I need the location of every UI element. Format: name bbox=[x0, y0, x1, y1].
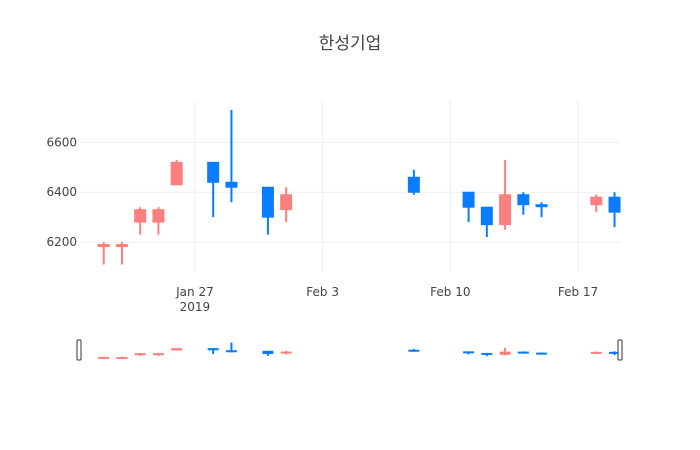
slider-candle-body bbox=[536, 352, 548, 355]
y-tick-label: 6400 bbox=[46, 185, 77, 199]
slider-candle-body bbox=[499, 351, 511, 355]
x-tick-sublabel: 2019 bbox=[180, 300, 211, 314]
slider-candle-body bbox=[225, 350, 237, 353]
candle-body bbox=[134, 209, 147, 223]
slider-candle-body bbox=[517, 351, 529, 354]
slider-candle-body bbox=[262, 350, 274, 354]
range-slider-right-handle[interactable] bbox=[617, 339, 623, 361]
range-slider[interactable] bbox=[76, 339, 623, 361]
candle-body bbox=[480, 206, 493, 226]
y-tick-label: 6600 bbox=[46, 135, 77, 149]
chart-title: 한성기업 bbox=[319, 34, 382, 54]
candle-body bbox=[280, 194, 293, 211]
slider-candle-body bbox=[116, 356, 128, 359]
candle-body bbox=[517, 194, 530, 206]
slider-candle-body bbox=[481, 352, 493, 355]
slider-candle-body bbox=[134, 353, 146, 356]
candle-body bbox=[225, 181, 238, 188]
candle-body bbox=[462, 191, 475, 208]
candle-body bbox=[535, 204, 548, 208]
candle-body bbox=[590, 196, 603, 206]
slider-candle-body bbox=[609, 351, 621, 354]
y-tick-label: 6200 bbox=[46, 235, 77, 249]
slider-candle-body bbox=[590, 351, 602, 354]
candle-body bbox=[170, 161, 183, 186]
candle-body bbox=[499, 194, 512, 226]
candle-body bbox=[207, 161, 220, 183]
x-tick-label: Jan 27 bbox=[175, 285, 214, 299]
y-axis: 6200 6400 6600 bbox=[46, 135, 77, 249]
candle-body bbox=[261, 186, 274, 218]
x-tick-label: Feb 3 bbox=[306, 285, 339, 299]
range-slider-left-handle[interactable] bbox=[76, 339, 82, 361]
x-tick-label: Feb 10 bbox=[430, 285, 470, 299]
candle-body bbox=[407, 176, 420, 193]
slider-candle-body bbox=[171, 348, 183, 351]
grid-lines bbox=[80, 100, 620, 272]
candle-body bbox=[97, 244, 110, 248]
candle-body bbox=[608, 196, 621, 213]
slider-candle-body bbox=[463, 351, 475, 354]
slider-candle-body bbox=[408, 349, 420, 352]
slider-candle-body bbox=[152, 353, 164, 356]
slider-candle-body bbox=[207, 348, 219, 351]
candles bbox=[97, 109, 621, 265]
candle-body bbox=[152, 209, 165, 223]
x-tick-label: Feb 17 bbox=[558, 285, 598, 299]
slider-candle-body bbox=[98, 356, 110, 359]
slider-candle-body bbox=[280, 351, 292, 354]
candle-body bbox=[115, 244, 128, 248]
